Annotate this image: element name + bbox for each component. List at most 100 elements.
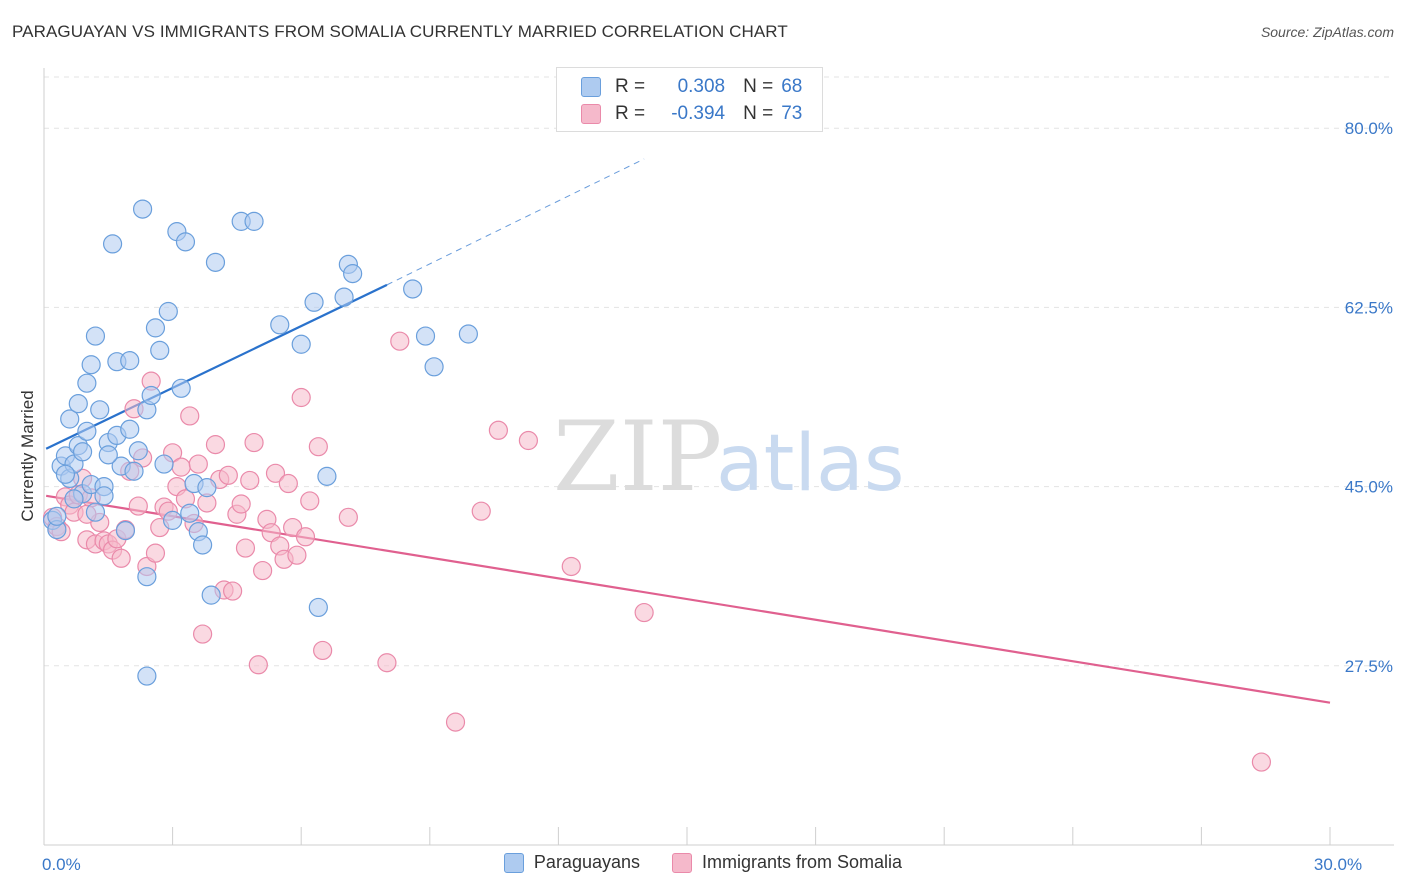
somalia-point — [235, 538, 256, 558]
paraguayan-point — [128, 441, 148, 461]
paraguayan-point — [308, 597, 328, 618]
paraguayan-point — [68, 394, 88, 414]
paraguayan-point — [158, 301, 178, 322]
legend-r-value: 0.308 — [677, 76, 726, 97]
somalia-point — [248, 655, 268, 675]
paraguayan-point — [175, 232, 196, 252]
paraguayan-point — [197, 478, 217, 498]
legend-n-label: N = — [743, 76, 774, 97]
paraguayan-point — [424, 357, 444, 377]
y-tick-label: 27.5% — [1345, 657, 1393, 676]
paraguayan-point — [120, 419, 140, 439]
paraguayan-trend-line — [45, 283, 388, 450]
paraguayan-point — [124, 461, 144, 481]
paraguayan-point — [291, 334, 311, 354]
paraguayan-point — [102, 234, 123, 254]
paraguayan-point — [85, 326, 106, 346]
somalia-point — [1251, 752, 1272, 772]
somalia-point — [265, 463, 286, 483]
watermark-zip: ZIP — [553, 401, 722, 513]
legend-n-value: 68 — [781, 76, 803, 97]
y-tick-label: 62.5% — [1345, 298, 1393, 317]
somalia-point — [634, 602, 654, 623]
somalia-point — [377, 653, 397, 673]
paraguayan-point — [90, 400, 110, 420]
paraguayan-point — [72, 442, 93, 462]
paraguayan-point — [98, 445, 118, 465]
somalia-point — [300, 491, 320, 511]
somalia-point — [338, 507, 358, 527]
paraguayan-point — [77, 373, 97, 393]
paraguayan-point — [171, 378, 191, 398]
paraguayan-point — [137, 567, 157, 587]
paraguayan-point — [403, 279, 423, 299]
paraguayan-point — [55, 464, 76, 484]
somalia-point — [231, 494, 251, 514]
somalia-point — [291, 387, 311, 408]
source-credit: Source: ZipAtlas.com — [1260, 24, 1394, 40]
somalia-trend-line — [45, 494, 1331, 704]
trend-lines — [45, 158, 1331, 704]
paraguayan-point — [415, 326, 436, 346]
paraguayan-point — [180, 503, 200, 523]
paraguayan-point — [343, 264, 363, 284]
somalia-point — [287, 545, 307, 565]
somalia-point — [561, 556, 581, 577]
paraguayan-point — [270, 315, 290, 335]
watermark: ZIP atlas — [553, 401, 905, 513]
paraguayan-point — [64, 489, 84, 509]
paraguayan-point — [334, 287, 354, 307]
somalia-point — [295, 527, 316, 547]
series-swatch-blue — [503, 852, 524, 873]
legend-swatch-blue — [581, 77, 601, 97]
legend-n-label: N = — [743, 103, 774, 124]
legend-swatch-pink — [581, 104, 601, 124]
series-legend-paraguayans: Paraguayans — [503, 852, 640, 873]
paraguayan-point — [85, 502, 106, 522]
watermark-atlas: atlas — [716, 419, 905, 509]
paraguayan-point — [47, 506, 67, 526]
legend-r-label: R = — [615, 103, 646, 124]
legend-row-paraguayans: R = 0.308 N = 68 — [581, 75, 820, 99]
somalia-point — [180, 406, 200, 426]
somalia-point — [471, 501, 491, 521]
series-legend-somalia: Immigrants from Somalia — [672, 852, 902, 873]
paraguayan-point — [244, 211, 264, 231]
data-points — [42, 199, 1272, 772]
somalia-point — [244, 432, 264, 453]
somalia-point — [445, 712, 466, 732]
somalia-point — [308, 437, 328, 457]
somalia-point — [240, 470, 260, 491]
paraguayan-point — [193, 535, 213, 555]
paraguayan-point — [154, 454, 174, 474]
legend-r-label: R = — [615, 76, 646, 97]
somalia-point — [488, 420, 508, 440]
paraguayan-point — [115, 521, 136, 541]
legend-row-somalia: R = -0.394 N = 73 — [581, 102, 820, 126]
somalia-point — [111, 548, 131, 568]
legend-n-value: 73 — [781, 103, 803, 124]
paraguayan-trend-extension — [386, 158, 645, 286]
series-label-somalia: Immigrants from Somalia — [702, 852, 903, 872]
tick-labels: 27.5% 45.0% 62.5% 80.0% 0.0% 30.0% — [42, 119, 1393, 874]
y-axis-label: Currently Married — [18, 390, 37, 522]
paraguayan-point — [205, 252, 226, 272]
somalia-point — [518, 430, 538, 451]
paraguayan-point — [304, 292, 324, 312]
somalia-point — [278, 473, 298, 494]
x-tick-label: 30.0% — [1314, 855, 1362, 874]
paraguayan-point — [137, 666, 157, 686]
somalia-point — [205, 435, 226, 455]
x-tick-label: 0.0% — [42, 855, 81, 874]
paraguayan-point — [120, 351, 140, 371]
series-legend: Paraguayans Immigrants from Somalia — [0, 852, 1406, 873]
axes — [43, 68, 1394, 846]
series-label-paraguayans: Paraguayans — [533, 852, 640, 872]
paraguayan-point — [60, 409, 80, 429]
paraguayan-point — [94, 486, 114, 506]
paraguayan-point — [317, 466, 337, 486]
somalia-point — [223, 581, 243, 601]
gridlines — [44, 76, 1394, 667]
somalia-point — [188, 454, 208, 474]
